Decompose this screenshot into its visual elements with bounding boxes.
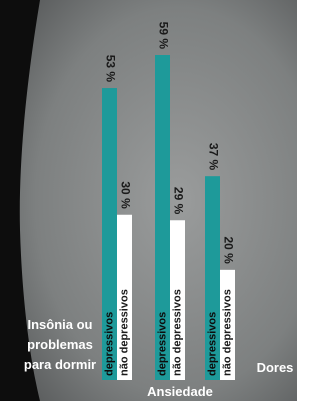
series-label: não depressivos (171, 289, 183, 376)
series-label: não depressivos (221, 289, 233, 376)
series-label: depressivos (103, 312, 115, 376)
value-label: 53 % (103, 55, 117, 83)
series-label: depressivos (206, 312, 218, 376)
category-label: Dores (257, 360, 294, 375)
value-label: 20 % (221, 236, 235, 264)
value-label: 29 % (171, 187, 185, 215)
value-label: 59 % (156, 22, 170, 50)
chart: 53 % depressivos 59 % depressivos 37 % depres… (0, 0, 297, 401)
category-label: Ansiedade (147, 384, 213, 399)
value-label: 37 % (206, 143, 220, 171)
series-label: não depressivos (118, 289, 130, 376)
value-label: 30 % (118, 181, 132, 209)
series-label: depressivos (156, 312, 168, 376)
